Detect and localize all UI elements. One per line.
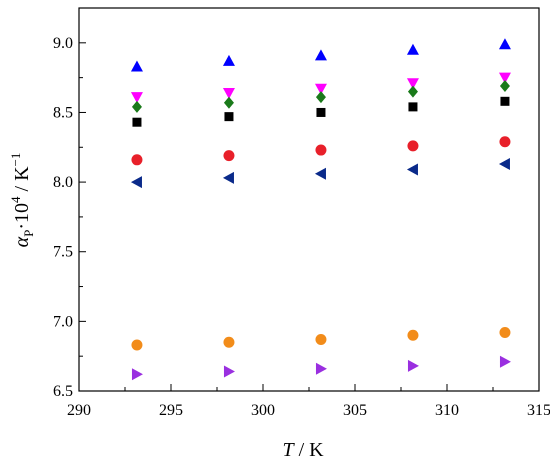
data-point	[500, 96, 510, 106]
data-point	[407, 359, 419, 372]
data-point	[499, 355, 511, 368]
y-tick-label: 7.5	[53, 244, 73, 261]
data-point	[406, 43, 419, 55]
data-point	[222, 54, 235, 66]
data-point	[406, 163, 418, 176]
data-point	[408, 102, 418, 112]
data-point	[131, 100, 142, 113]
data-point	[222, 87, 235, 99]
data-point	[314, 167, 326, 180]
data-point	[499, 327, 511, 339]
x-tick-label: 315	[527, 402, 550, 419]
data-point	[498, 157, 510, 170]
data-point	[316, 107, 326, 117]
data-point	[131, 368, 143, 381]
data-point	[130, 176, 142, 189]
data-point	[223, 96, 234, 109]
data-point	[223, 336, 235, 348]
data-point	[407, 85, 418, 98]
x-axis-title: T / K	[282, 439, 324, 461]
data-points	[130, 38, 511, 381]
data-point	[132, 117, 142, 127]
data-point	[222, 171, 234, 184]
data-point	[131, 339, 143, 351]
data-point	[315, 362, 327, 375]
data-point	[499, 79, 510, 92]
x-tick-label: 290	[67, 402, 91, 419]
data-point	[130, 60, 143, 72]
y-axis-title: αP·104 / K−1	[8, 153, 36, 248]
data-point	[315, 91, 326, 104]
y-tick-label: 6.5	[53, 383, 73, 400]
data-point	[131, 154, 143, 166]
data-point	[224, 112, 234, 122]
data-point	[314, 83, 327, 95]
data-point	[315, 144, 327, 156]
axis-ticks: 290 295 300 305 310 315 6.5 7.0 7.5 8.0 8.5 9.0	[53, 7, 550, 419]
data-point	[406, 78, 419, 90]
x-tick-label: 300	[251, 402, 275, 419]
y-tick-label: 7.0	[53, 313, 73, 330]
data-point	[223, 365, 235, 378]
x-tick-label: 295	[159, 402, 183, 419]
data-point	[498, 72, 511, 84]
data-point	[314, 49, 327, 61]
data-point	[223, 150, 235, 162]
data-point	[407, 329, 419, 341]
data-point	[130, 92, 143, 104]
y-tick-label: 8.5	[53, 104, 73, 121]
y-tick-label: 9.0	[53, 35, 73, 52]
x-tick-label: 305	[343, 402, 367, 419]
x-tick-label: 310	[435, 402, 459, 419]
data-point	[498, 38, 511, 50]
data-point	[407, 140, 419, 152]
plot-frame	[78, 7, 540, 392]
data-point	[499, 136, 511, 148]
y-tick-label: 8.0	[53, 174, 73, 191]
data-point	[315, 333, 327, 345]
